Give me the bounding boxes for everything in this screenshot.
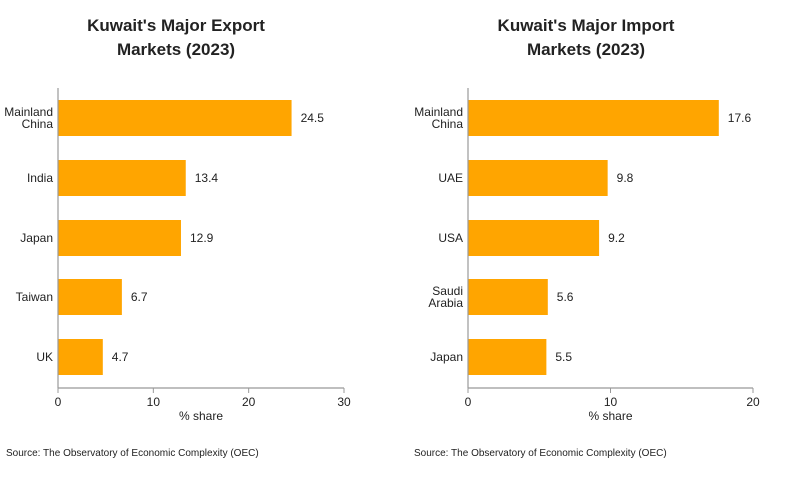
category-label: Arabia [428, 296, 463, 310]
chart-title: Markets (2023) [527, 40, 645, 59]
source-note: Source: The Observatory of Economic Comp… [6, 448, 259, 459]
value-label: 12.9 [190, 231, 214, 245]
bar [58, 220, 181, 256]
bar [58, 339, 103, 375]
bar [58, 160, 186, 196]
category-label: Mainland [4, 105, 53, 119]
x-tick-label: 0 [465, 395, 472, 409]
category-label: Mainland [414, 105, 463, 119]
category-label: UAE [438, 171, 463, 185]
bar [468, 279, 548, 315]
bar [468, 339, 547, 375]
value-label: 24.5 [301, 111, 325, 125]
x-axis-label: % share [179, 409, 223, 423]
category-label: India [27, 171, 53, 185]
category-label: Taiwan [16, 290, 53, 304]
value-label: 17.6 [728, 111, 752, 125]
category-label: USA [438, 231, 463, 245]
bar [468, 160, 608, 196]
x-tick-label: 0 [55, 395, 62, 409]
x-tick-label: 10 [604, 395, 618, 409]
value-label: 9.2 [608, 231, 625, 245]
bar [58, 279, 122, 315]
category-label: Japan [20, 231, 53, 245]
category-label: Japan [430, 350, 463, 364]
value-label: 13.4 [195, 171, 219, 185]
value-label: 4.7 [112, 350, 129, 364]
source-note: Source: The Observatory of Economic Comp… [414, 448, 667, 459]
x-tick-label: 10 [147, 395, 161, 409]
x-tick-label: 20 [746, 395, 760, 409]
bar [58, 100, 292, 136]
bar [468, 100, 719, 136]
x-tick-label: 20 [242, 395, 256, 409]
x-tick-label: 30 [337, 395, 351, 409]
export-chart: Kuwait's Major Export Markets (2023) 24.5 M… [4, 16, 351, 459]
category-label: UK [36, 350, 53, 364]
category-label: China [22, 117, 54, 131]
import-chart: Kuwait's Major Import Markets (2023) 17.6 M… [414, 16, 760, 459]
bar [468, 220, 600, 256]
chart-title: Kuwait's Major Import [498, 16, 675, 35]
x-axis-label: % share [588, 409, 632, 423]
category-label: China [432, 117, 464, 131]
category-label: Saudi [432, 284, 463, 298]
value-label: 5.5 [555, 350, 572, 364]
chart-title: Kuwait's Major Export [87, 16, 265, 35]
value-label: 9.8 [617, 171, 634, 185]
value-label: 5.6 [557, 290, 574, 304]
chart-title: Markets (2023) [117, 40, 235, 59]
value-label: 6.7 [131, 290, 148, 304]
